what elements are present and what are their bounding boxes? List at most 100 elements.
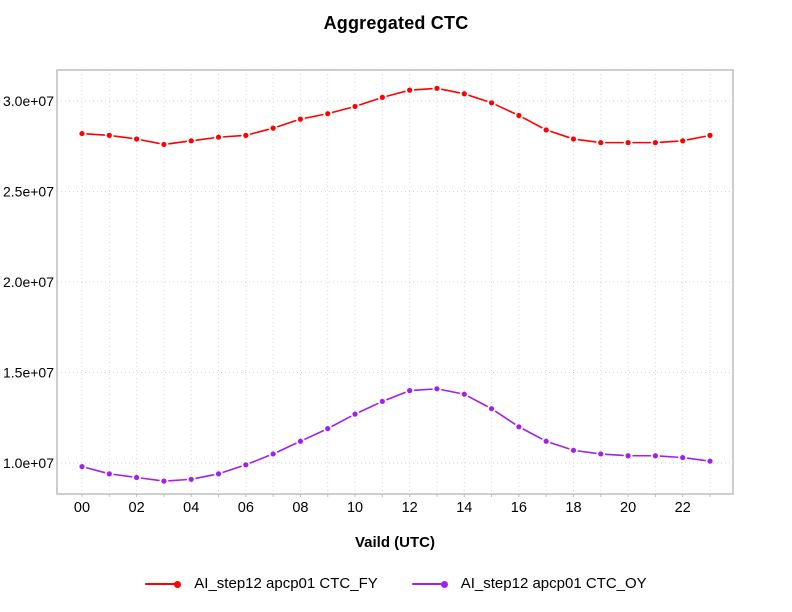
legend-item-ctc-fy: AI_step12 apcp01 CTC_FY	[145, 575, 378, 592]
y-tick-label: 3.0e+07	[3, 93, 54, 109]
data-point-1	[297, 438, 304, 444]
data-point-1	[652, 453, 658, 459]
data-point-1	[243, 462, 249, 468]
series-segment-1	[358, 402, 379, 413]
data-point-1	[379, 398, 385, 405]
data-point-1	[543, 438, 549, 444]
legend-line-icon	[145, 582, 177, 585]
series-segment-1	[195, 474, 215, 480]
plot-frame	[56, 69, 734, 495]
series-segment-0	[577, 138, 597, 143]
series-segment-1	[276, 442, 297, 453]
y-tick-label: 2.0e+07	[3, 274, 54, 290]
data-point-1	[215, 471, 222, 477]
series-segment-1	[467, 395, 488, 408]
data-point-1	[270, 451, 276, 457]
series-segment-0	[304, 113, 324, 119]
x-tick-label: 12	[402, 500, 418, 516]
data-point-0	[270, 125, 276, 131]
x-tick-label: 16	[511, 500, 527, 516]
series-segment-1	[522, 428, 543, 440]
y-tick-label: 2.5e+07	[3, 184, 54, 200]
data-point-0	[707, 132, 713, 138]
series-segment-0	[358, 98, 379, 106]
y-tick-label: 1.5e+07	[3, 365, 54, 381]
legend-swatch-ctc-fy	[145, 580, 182, 588]
data-point-1	[598, 451, 604, 457]
data-point-1	[625, 453, 631, 459]
series-segment-1	[304, 429, 325, 440]
data-point-0	[106, 132, 112, 138]
data-point-0	[188, 138, 194, 144]
data-point-1	[570, 447, 577, 453]
data-point-0	[325, 111, 331, 117]
data-point-1	[461, 391, 467, 397]
data-point-1	[434, 386, 440, 392]
chart-title: Aggregated CTC	[323, 13, 469, 33]
data-point-1	[488, 406, 495, 412]
series-segment-0	[331, 106, 352, 114]
series-segment-0	[222, 134, 242, 138]
series-segment-1	[441, 388, 461, 395]
x-tick-label: 14	[456, 500, 472, 516]
data-point-0	[598, 140, 604, 146]
series-segment-0	[522, 117, 543, 129]
series-segment-1	[659, 455, 679, 459]
series-segment-1	[249, 454, 270, 464]
series-segment-1	[604, 453, 624, 457]
series-segment-0	[659, 140, 679, 144]
series-segment-0	[249, 128, 270, 135]
data-point-0	[352, 103, 358, 110]
series-segment-0	[550, 130, 570, 139]
legend-line-icon	[411, 582, 443, 585]
series-segment-0	[441, 88, 461, 94]
legend-point-icon	[174, 580, 182, 588]
x-tick-label: 00	[74, 500, 90, 516]
data-point-0	[215, 134, 222, 140]
data-point-1	[516, 424, 522, 430]
data-point-0	[652, 140, 658, 146]
series-segment-1	[113, 473, 133, 478]
data-point-1	[106, 471, 112, 477]
data-point-1	[161, 478, 167, 484]
data-point-1	[407, 388, 413, 394]
data-point-0	[161, 141, 167, 148]
data-point-0	[570, 136, 577, 142]
series-segment-0	[168, 140, 188, 145]
x-tick-label: 06	[238, 500, 254, 516]
data-point-0	[516, 112, 522, 119]
series-segment-0	[413, 87, 433, 91]
x-tick-label: 18	[565, 500, 581, 516]
series-segment-1	[222, 465, 242, 474]
data-point-0	[243, 132, 249, 138]
series-segment-0	[495, 104, 516, 115]
legend-swatch-ctc-oy	[411, 580, 448, 588]
data-point-0	[297, 116, 304, 122]
data-point-0	[407, 87, 413, 93]
y-tick-label: 1.0e+07	[3, 455, 54, 471]
data-point-0	[680, 138, 686, 144]
series-segment-0	[686, 135, 706, 141]
data-point-0	[461, 91, 467, 97]
legend: AI_step12 apcp01 CTC_FY AI_step12 apcp01…	[0, 575, 792, 592]
data-point-0	[79, 130, 85, 137]
series-segment-0	[277, 119, 297, 128]
x-tick-label: 22	[675, 500, 691, 516]
x-tick-label: 10	[347, 500, 363, 516]
series-segment-0	[386, 90, 406, 97]
data-point-1	[134, 474, 140, 481]
legend-item-ctc-oy: AI_step12 apcp01 CTC_OY	[411, 575, 647, 592]
series-segment-0	[140, 139, 160, 145]
data-point-1	[79, 464, 85, 470]
data-point-0	[434, 85, 440, 91]
series-segment-1	[686, 457, 706, 462]
series-segment-1	[331, 415, 352, 428]
legend-label-ctc-oy: AI_step12 apcp01 CTC_OY	[460, 575, 647, 592]
series-segment-1	[413, 388, 433, 392]
data-point-0	[543, 127, 549, 133]
x-axis-title: Vaild (UTC)	[354, 534, 435, 551]
x-tick-label: 02	[129, 500, 145, 516]
data-point-0	[488, 100, 495, 106]
data-point-1	[352, 411, 358, 417]
